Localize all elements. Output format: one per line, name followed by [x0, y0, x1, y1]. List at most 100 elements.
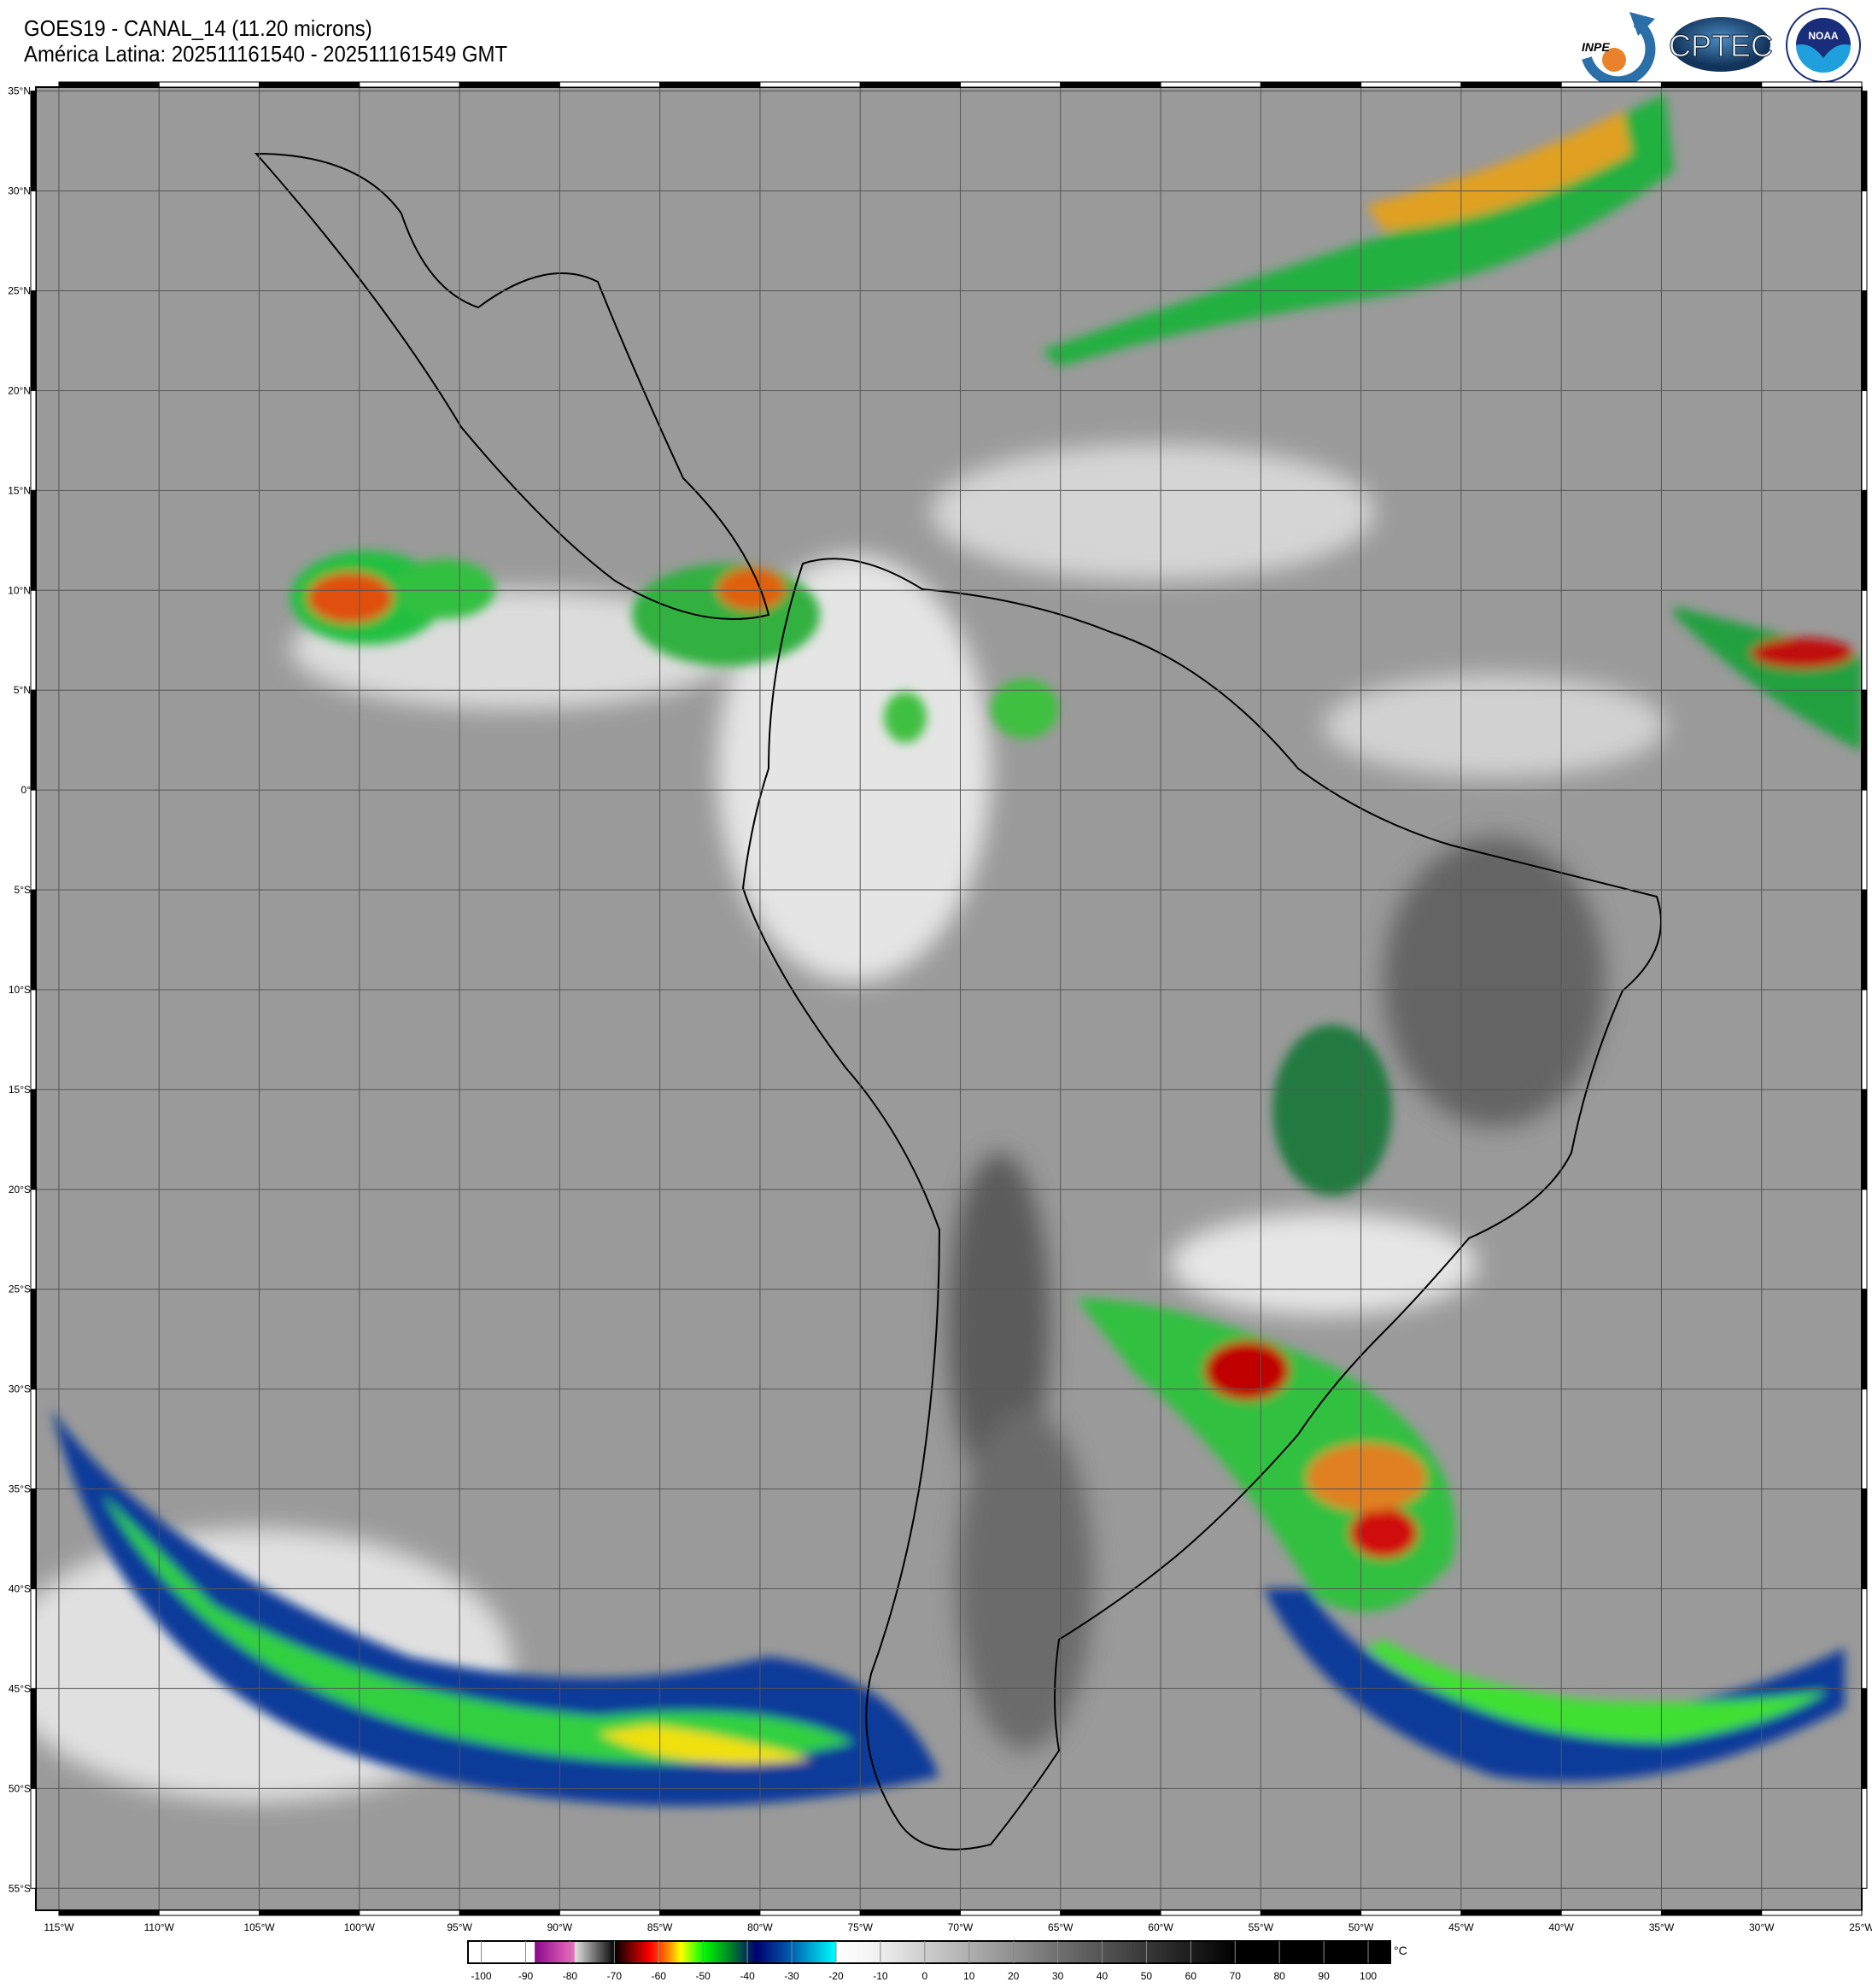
lat-tick-label: 0°: [21, 784, 32, 796]
colorbar-tick-label: 50: [1141, 1970, 1153, 1982]
lon-tick-label: 100°W: [344, 1921, 376, 1933]
frame-bar-segment: [1260, 1909, 1362, 1916]
lon-tick-label: 50°W: [1348, 1921, 1374, 1933]
lon-tick-label: 70°W: [948, 1921, 974, 1933]
lat-tick-label: 30°S: [9, 1383, 31, 1395]
colorbar-unit: °C: [1394, 1944, 1407, 1957]
lon-tick-label: 105°W: [243, 1921, 275, 1933]
colorbar-tick-label: 70: [1230, 1970, 1242, 1982]
frame-bar-segment: [1861, 389, 1868, 491]
frame-bar-segment: [1460, 81, 1562, 88]
frame-bar-segment: [859, 81, 961, 88]
lat-tick-label: 15°S: [9, 1084, 31, 1096]
lon-tick-label: 25°W: [1849, 1921, 1872, 1933]
frame-bar-segment: [30, 1787, 37, 1889]
coastline: [254, 152, 770, 620]
frame-bar-segment: [359, 1909, 460, 1916]
frame-bar-segment: [1861, 589, 1868, 691]
frame-bar-segment: [1861, 1488, 1868, 1590]
colorbar-tick-label: -100: [471, 1970, 492, 1982]
frame-bar-segment: [759, 81, 861, 88]
map-subtitle: América Latina: 202511161540 - 202511161…: [24, 41, 508, 67]
frame-bar-segment: [959, 81, 1062, 88]
frame-bar-segment: [659, 1909, 761, 1916]
lat-tick-label: 10°S: [9, 984, 31, 996]
longitude-labels: 115°W 110°W 105°W 100°W 95°W 90°W 85°W 80°W 75°W…: [44, 1921, 1872, 1933]
lon-tick-label: 85°W: [647, 1921, 673, 1933]
frame-bar-segment: [659, 81, 761, 88]
colorbar-tick-label: -90: [518, 1970, 534, 1982]
frame-bar-segment: [459, 81, 560, 88]
frame-bar-segment: [1861, 789, 1868, 891]
lon-tick-label: 110°W: [144, 1921, 175, 1933]
frame-bar-segment: [30, 91, 37, 192]
lon-tick-label: 30°W: [1749, 1921, 1775, 1933]
colorbar-tick-label: 20: [1008, 1970, 1020, 1982]
frame-bar-segment: [1861, 1588, 1868, 1689]
frame-bar-segment: [1560, 81, 1662, 88]
lat-tick-label: 55°S: [9, 1882, 31, 1894]
colorbar-tick-label: -70: [607, 1970, 623, 1982]
frame-bar-segment: [158, 1909, 260, 1916]
colorbar-tick-label: -40: [740, 1970, 755, 1982]
graticule: [36, 87, 1862, 1910]
frame-bar-segment: [1861, 889, 1868, 991]
colorbar-tick-label: -60: [652, 1970, 667, 1982]
frame-bar-segment: [1861, 190, 1868, 292]
cptec-logo: CPTEC: [1670, 17, 1772, 72]
lat-tick-label: 10°N: [8, 584, 31, 596]
imagery-layer: [36, 87, 1862, 1910]
frame-bar-segment: [559, 81, 661, 88]
frame-bar-segment: [1861, 1787, 1868, 1889]
lat-tick-label: 20°S: [9, 1184, 31, 1196]
lon-tick-label: 115°W: [44, 1921, 74, 1933]
colorbar-tick-label: 40: [1097, 1970, 1109, 1982]
lon-tick-label: 60°W: [1148, 1921, 1173, 1933]
lon-tick-label: 45°W: [1448, 1921, 1474, 1933]
lat-tick-label: 50°S: [9, 1782, 31, 1794]
lat-tick-label: 5°N: [14, 684, 31, 696]
colorbar-tick-label: 60: [1185, 1970, 1197, 1982]
frame-bar-segment: [1761, 1909, 1863, 1916]
frame-bar-segment: [30, 789, 37, 891]
lat-tick-label: 40°S: [9, 1583, 31, 1595]
colorbar-tick-label: -30: [784, 1970, 799, 1982]
lon-tick-label: 35°W: [1649, 1921, 1675, 1933]
svg-text:NOAA: NOAA: [1808, 30, 1839, 42]
lat-tick-label: 25°N: [8, 285, 31, 297]
frame-bar-segment: [30, 1289, 37, 1390]
lat-tick-label: 25°S: [9, 1283, 31, 1295]
frame-bar-segment: [359, 81, 460, 88]
frame-bar-segment: [30, 1488, 37, 1590]
frame-bar-segment: [1060, 1909, 1161, 1916]
colorbar-tick-label: -50: [696, 1970, 711, 1982]
frame-bar-segment: [30, 290, 37, 391]
frame-bar-segment: [30, 190, 37, 292]
lon-tick-label: 65°W: [1048, 1921, 1073, 1933]
coastline: [741, 558, 1662, 1851]
lon-tick-label: 80°W: [747, 1921, 773, 1933]
frame-bar-segment: [30, 889, 37, 991]
frame-bar-segment: [158, 81, 260, 88]
svg-text:CPTEC: CPTEC: [1670, 28, 1772, 63]
colorbar-tick-label: -10: [873, 1970, 888, 1982]
colorbar-ticks: -100 -90 -80 -70 -60 -50 -40 -30 -20 -10 0 10 20 30 40…: [471, 1941, 1377, 1982]
svg-text:INPE: INPE: [1582, 40, 1610, 54]
frame-bar-segment: [30, 389, 37, 491]
frame-bar-segment: [1861, 1389, 1868, 1490]
frame-bar-segment: [30, 1389, 37, 1490]
frame-bar-segment: [859, 1909, 961, 1916]
frame-bar-segment: [1560, 1909, 1662, 1916]
frame-bar-segment: [759, 1909, 861, 1916]
colorbar-tick-label: 100: [1360, 1970, 1377, 1982]
frame-scale-bars: [30, 81, 1868, 1916]
frame-bar-segment: [30, 689, 37, 791]
colorbar-tick-label: 90: [1318, 1970, 1330, 1982]
frame-bar-segment: [30, 989, 37, 1090]
frame-bar-segment: [1160, 1909, 1261, 1916]
lat-tick-label: 35°S: [9, 1483, 31, 1495]
frame-bar-segment: [1861, 1089, 1868, 1190]
frame-bar-segment: [1160, 81, 1261, 88]
frame-bar-segment: [559, 1909, 661, 1916]
